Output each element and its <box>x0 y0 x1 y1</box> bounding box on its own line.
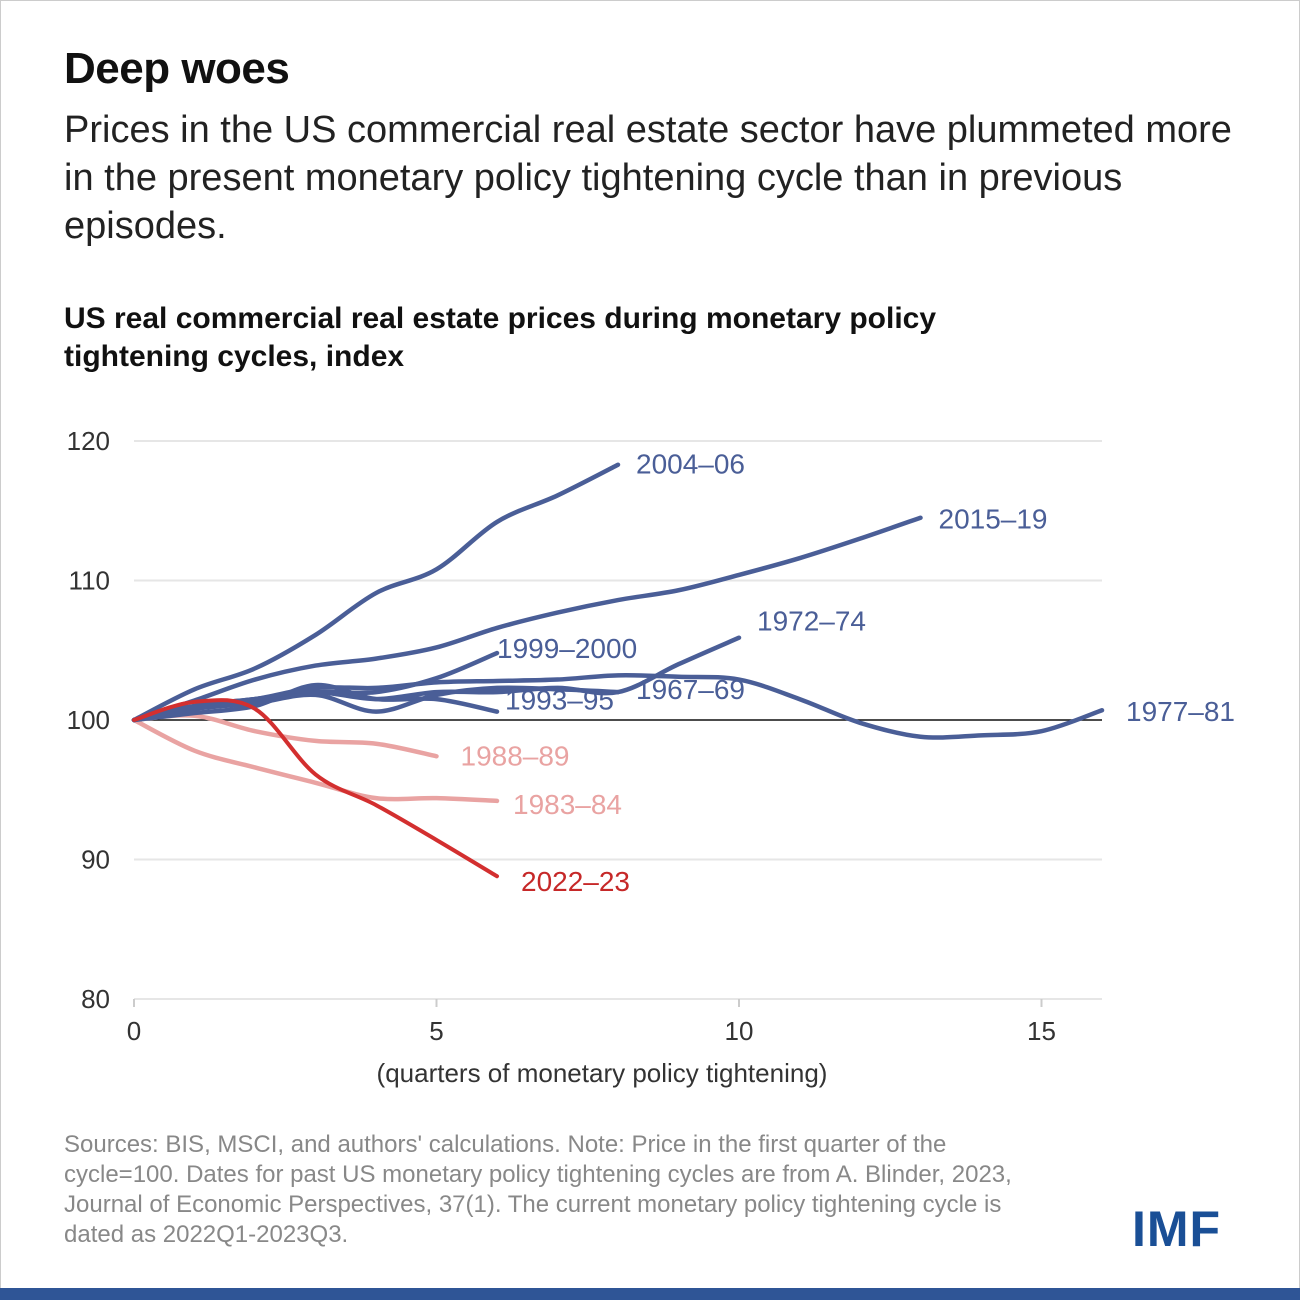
page-title: Deep woes <box>64 44 290 93</box>
series-label: 1999–2000 <box>497 633 637 664</box>
page-subtitle: Prices in the US commercial real estate … <box>64 109 1232 247</box>
series-label: 1983–84 <box>513 789 622 820</box>
series-label: 1977–81 <box>1126 696 1235 727</box>
x-tick-label: 5 <box>429 1016 443 1046</box>
series-line-1983–84 <box>131 717 500 804</box>
x-tick-label: 10 <box>725 1016 754 1046</box>
source-notes: Sources: BIS, MSCI, and authors' calcula… <box>64 1131 1012 1248</box>
y-tick-label: 110 <box>69 566 110 596</box>
series-label: 1972–74 <box>757 606 866 637</box>
y-tick-label: 100 <box>67 705 110 735</box>
x-axis-label: (quarters of monetary policy tightening) <box>377 1058 828 1088</box>
series-label: 2022–23 <box>521 866 630 897</box>
series-label: 1988–89 <box>461 740 570 771</box>
series-line-1977–81 <box>131 673 1105 740</box>
series-line-2022–23 <box>132 698 499 879</box>
x-tick-label: 0 <box>127 1016 141 1046</box>
series-line-2004–06 <box>131 462 621 723</box>
chart-title: US real commercial real estate prices du… <box>64 302 937 373</box>
series-line-1993–95 <box>131 682 500 723</box>
x-tick-label: 15 <box>1027 1016 1056 1046</box>
bottom-bar <box>0 1288 1300 1300</box>
series-line-1988–89 <box>131 713 439 759</box>
y-tick-label: 120 <box>67 426 110 456</box>
series-label: 2015–19 <box>939 504 1048 535</box>
series-line-1967–69 <box>131 685 621 723</box>
series-label: 2004–06 <box>636 449 745 480</box>
y-tick-label: 90 <box>81 845 110 875</box>
imf-logo: IMF <box>1132 1201 1222 1257</box>
series-line-2015–19 <box>131 515 923 723</box>
y-tick-label: 80 <box>81 984 110 1014</box>
